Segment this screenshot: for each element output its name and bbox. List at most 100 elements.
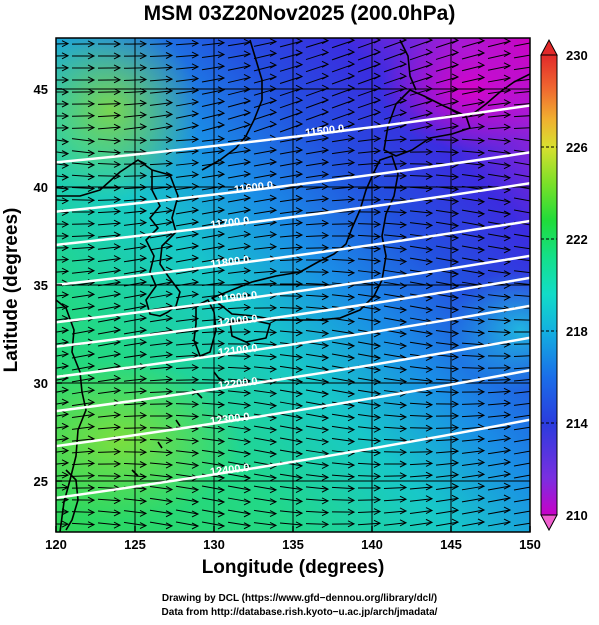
contour-label: 11800.0 bbox=[210, 254, 250, 271]
streamline-arrowhead bbox=[191, 278, 200, 286]
streamline-arrowhead bbox=[217, 340, 226, 348]
streamline-arrowhead bbox=[373, 354, 382, 362]
streamline-arrowhead bbox=[113, 350, 122, 358]
streamline-arrowhead bbox=[61, 435, 70, 442]
streamline-segment bbox=[71, 389, 95, 395]
streamline-segment bbox=[123, 269, 147, 275]
streamline-segment bbox=[175, 257, 199, 263]
streamline-arrowhead bbox=[529, 376, 530, 383]
streamline-segment bbox=[227, 282, 251, 286]
streamline-arrowhead bbox=[269, 158, 278, 166]
streamline-segment bbox=[56, 175, 69, 178]
streamline-segment bbox=[461, 403, 485, 405]
streamline-arrowhead bbox=[269, 329, 278, 336]
streamline-segment bbox=[97, 234, 121, 238]
streamline-arrowhead bbox=[191, 218, 200, 226]
streamline-arrowhead bbox=[321, 256, 330, 264]
streamline-segment bbox=[487, 197, 511, 203]
streamline-arrowhead bbox=[503, 50, 512, 57]
streamline-arrowhead bbox=[269, 414, 278, 422]
streamline-segment bbox=[409, 245, 433, 251]
contour-line bbox=[56, 104, 530, 164]
streamline-segment bbox=[149, 66, 173, 70]
streamline-arrowhead bbox=[113, 184, 122, 192]
streamline-arrowhead bbox=[217, 194, 226, 202]
streamline-arrowhead bbox=[87, 243, 96, 251]
streamline-segment bbox=[227, 521, 251, 527]
streamline-arrowhead bbox=[425, 330, 434, 338]
streamline-segment bbox=[305, 149, 329, 155]
streamline-segment bbox=[513, 66, 530, 71]
streamline-segment bbox=[487, 65, 511, 71]
colorbar-tick-label: 218 bbox=[566, 324, 588, 339]
streamline-segment bbox=[227, 366, 251, 370]
streamline-arrowhead bbox=[61, 244, 70, 252]
streamline-segment bbox=[227, 437, 251, 443]
streamline-arrowhead bbox=[503, 435, 512, 442]
streamline-segment bbox=[97, 103, 121, 105]
streamline-arrowhead bbox=[321, 268, 330, 276]
streamline-arrowhead bbox=[503, 137, 512, 145]
streamline-segment bbox=[409, 76, 433, 84]
streamline-segment bbox=[253, 485, 277, 491]
streamline-segment bbox=[227, 149, 251, 155]
taiwan-coastline bbox=[65, 469, 79, 531]
streamline-arrowhead bbox=[477, 400, 486, 408]
contour-label: 11700.0 bbox=[210, 215, 250, 232]
streamline-segment bbox=[123, 474, 147, 478]
streamline-segment bbox=[71, 365, 95, 371]
streamline-arrowhead bbox=[529, 138, 530, 145]
streamline-arrowhead bbox=[61, 138, 70, 146]
streamline-arrowhead bbox=[139, 99, 148, 107]
streamline-segment bbox=[175, 150, 199, 154]
streamline-segment bbox=[123, 305, 147, 311]
streamline-segment bbox=[253, 270, 277, 274]
streamline-arrowhead bbox=[243, 50, 252, 58]
streamline-segment bbox=[513, 319, 530, 321]
streamline-segment bbox=[201, 197, 225, 203]
streamline-segment bbox=[97, 329, 121, 335]
streamline-arrowhead bbox=[217, 279, 226, 286]
contour-line bbox=[56, 369, 530, 448]
streamline-arrowhead bbox=[399, 72, 408, 80]
streamline-segment bbox=[383, 138, 407, 142]
streamline-arrowhead bbox=[61, 100, 70, 108]
streamline-segment bbox=[149, 317, 173, 323]
streamline-segment bbox=[357, 111, 381, 121]
streamline-segment bbox=[253, 246, 277, 250]
streamline-arrowhead bbox=[113, 137, 122, 145]
streamline-segment bbox=[253, 100, 277, 108]
streamline-arrowhead bbox=[399, 413, 408, 421]
streamline-arrowhead bbox=[503, 111, 512, 119]
streamline-segment bbox=[513, 197, 530, 202]
streamline-segment bbox=[175, 305, 199, 311]
streamline-arrowhead bbox=[529, 75, 530, 82]
x-axis-label: Longitude (degrees) bbox=[201, 557, 385, 578]
streamline-arrowhead bbox=[191, 486, 200, 494]
streamline-arrowhead bbox=[139, 485, 148, 493]
streamline-arrowhead bbox=[399, 484, 408, 491]
streamline-arrowhead bbox=[477, 123, 486, 130]
streamline-arrowhead bbox=[451, 341, 460, 349]
streamline-segment bbox=[227, 294, 251, 298]
streamline-segment bbox=[201, 521, 225, 527]
streamline-arrowhead bbox=[113, 88, 122, 96]
streamline-arrowhead bbox=[217, 327, 226, 335]
streamline-segment bbox=[201, 209, 225, 215]
streamline-segment bbox=[435, 125, 459, 131]
streamline-segment bbox=[383, 257, 407, 263]
streamline-segment bbox=[383, 222, 407, 226]
streamline-arrowhead bbox=[529, 150, 530, 157]
colorbar-upper-arrow bbox=[540, 38, 558, 56]
streamline-arrowhead bbox=[451, 365, 460, 373]
streamline-segment bbox=[487, 269, 511, 275]
streamline-segment bbox=[253, 366, 277, 370]
streamline-arrowhead bbox=[217, 266, 226, 274]
streamline-arrowhead bbox=[61, 150, 70, 158]
streamline-arrowhead bbox=[87, 423, 96, 431]
streamline-segment bbox=[357, 138, 381, 142]
streamline-segment bbox=[279, 149, 303, 155]
streamline-segment bbox=[71, 282, 95, 286]
streamline-segment bbox=[175, 450, 199, 454]
streamline-segment bbox=[487, 318, 511, 322]
